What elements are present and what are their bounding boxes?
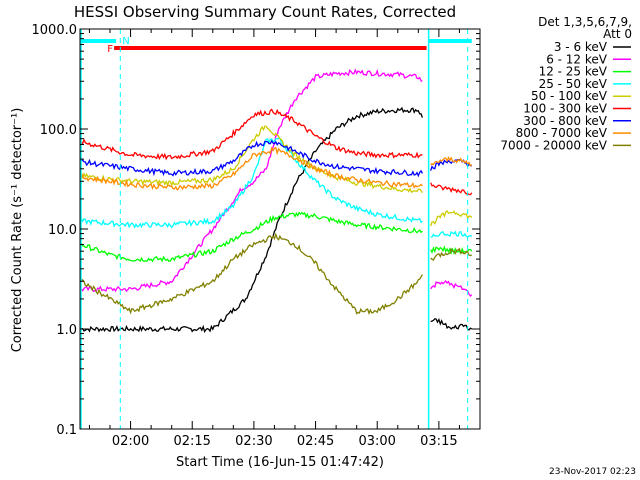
y-axis: 0.1 1.0 10.0 100.0 1000.0	[32, 23, 480, 438]
series-line	[80, 125, 423, 194]
y-tick-label: 10.0	[48, 223, 77, 238]
y-tick-label: 1.0	[56, 323, 77, 338]
legend-label: 300 - 800 keV	[523, 114, 607, 128]
series-line	[80, 108, 423, 161]
series-line	[430, 182, 473, 196]
x-axis: 02:00 02:15 02:30 02:45 03:00 03:15	[88, 29, 481, 449]
x-tick-label: 02:30	[235, 434, 272, 449]
legend-label: 7000 - 20000 keV	[500, 138, 607, 152]
x-axis-label: Start Time (16-Jun-15 01:47:42)	[176, 455, 384, 470]
x-tick-label: 03:15	[420, 434, 457, 449]
series-line	[430, 317, 473, 331]
legend-label: 3 - 6 keV	[554, 40, 608, 54]
series-line	[80, 232, 423, 316]
y-axis-label: Corrected Count Rate (s⁻¹ detector⁻¹)	[10, 108, 25, 353]
legend-label: 25 - 50 keV	[539, 77, 608, 91]
y-tick-label: 1000.0	[32, 23, 78, 38]
flag-label: N	[122, 36, 129, 47]
series-line	[80, 137, 423, 229]
x-tick-label: 03:00	[358, 434, 395, 449]
footer-date: 23-Nov-2017 02:23	[549, 467, 636, 477]
legend-header-line-2: Att 0	[603, 27, 632, 41]
chart-title: HESSI Observing Summary Count Rates, Cor…	[74, 3, 456, 21]
x-tick-label: 02:45	[297, 434, 334, 449]
legend-label: 50 - 100 keV	[531, 89, 608, 103]
series-line	[80, 211, 423, 263]
y-tick-label: 100.0	[40, 123, 77, 138]
y-tick-label: 0.1	[56, 423, 77, 438]
series-line	[430, 245, 473, 255]
series-lines	[80, 68, 473, 333]
legend-label: 6 - 12 keV	[546, 52, 608, 66]
legend-header-line-1: Det 1,3,5,6,7,9,	[538, 15, 632, 29]
x-tick-label: 02:00	[112, 434, 149, 449]
legend-label: 12 - 25 keV	[539, 65, 608, 79]
series-line	[430, 279, 473, 297]
flag-label: F	[107, 44, 113, 55]
series-line	[430, 210, 473, 227]
legend-label: 100 - 300 keV	[523, 102, 607, 116]
x-tick-label: 02:15	[173, 434, 210, 449]
series-line	[80, 68, 423, 293]
legend-label: 800 - 7000 keV	[516, 126, 608, 140]
series-line	[81, 106, 424, 333]
series-line	[80, 146, 423, 191]
series-line	[430, 247, 473, 261]
series-line	[80, 139, 423, 178]
series-line	[430, 230, 472, 238]
flag-bars: FN	[80, 36, 472, 55]
series-line	[430, 155, 473, 167]
